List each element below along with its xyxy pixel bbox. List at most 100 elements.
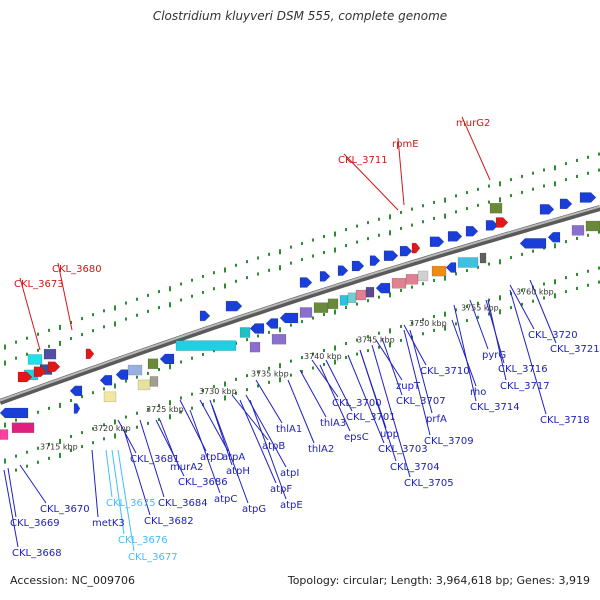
scale-label: 3750 kbp	[409, 319, 447, 328]
tick-mark	[48, 442, 50, 446]
tick-mark	[246, 388, 248, 392]
tick-mark	[290, 323, 292, 327]
tick-mark	[510, 306, 512, 310]
tick-mark	[246, 374, 248, 378]
gene-label: CKL_3682	[144, 516, 194, 527]
gene-arrow	[279, 312, 299, 324]
tick-mark	[466, 305, 468, 309]
tick-mark	[554, 243, 556, 249]
tick-mark	[521, 174, 523, 178]
tick-mark	[257, 256, 259, 260]
tick-mark	[587, 155, 589, 159]
tick-mark	[587, 233, 589, 237]
gene-arrow	[391, 278, 407, 289]
leader-line	[461, 116, 491, 181]
tick-mark	[455, 308, 457, 312]
tick-mark	[598, 152, 600, 156]
tick-mark	[521, 302, 523, 306]
gene-label: CKL_3700	[332, 398, 382, 409]
tick-mark	[444, 311, 446, 317]
gene-label: atpA	[222, 452, 245, 463]
gene-label: atpF	[270, 484, 292, 495]
gene-label: CKL_3716	[498, 364, 548, 375]
tick-mark	[37, 332, 39, 336]
tick-mark	[598, 168, 600, 172]
tick-mark	[191, 356, 193, 360]
tick-mark	[334, 247, 336, 253]
tick-mark	[510, 194, 512, 198]
tick-mark	[4, 360, 6, 366]
leader-line	[343, 153, 399, 211]
leader-line	[211, 404, 249, 504]
tick-mark	[235, 263, 237, 267]
tick-mark	[466, 207, 468, 211]
tick-mark	[301, 320, 303, 324]
tick-mark	[543, 296, 545, 300]
tick-mark	[268, 380, 270, 384]
gene-label: CKL_3701	[346, 412, 396, 423]
tick-mark	[466, 319, 468, 323]
tick-mark	[389, 328, 391, 334]
gene-arrow	[383, 250, 399, 261]
gene-arrow	[0, 429, 9, 440]
tick-mark	[422, 282, 424, 286]
gene-arrow	[485, 220, 499, 231]
gene-label: CKL_3707	[396, 396, 446, 407]
tick-mark	[334, 309, 336, 315]
scale-label: 3730 kbp	[199, 387, 237, 396]
tick-mark	[367, 299, 369, 303]
gene-arrow	[579, 192, 597, 203]
gene-label: CKL_3680	[52, 264, 102, 275]
gene-arrow	[559, 198, 573, 210]
gene-arrow	[265, 318, 279, 329]
leader-line	[139, 419, 165, 498]
label-layer: 3715 kbp 3720 kbp 3725 kbp 3730 kbp 3735 kbp…	[10, 118, 600, 563]
tick-mark	[279, 249, 281, 255]
gene-arrow	[85, 348, 95, 360]
tick-mark	[323, 313, 325, 317]
tick-mark	[147, 421, 149, 425]
gene-arrow	[271, 333, 287, 345]
tick-mark	[455, 210, 457, 214]
gene-arrow	[147, 358, 159, 370]
leader-line	[3, 469, 19, 548]
tick-mark	[202, 352, 204, 356]
tick-mark	[411, 321, 413, 325]
tick-mark	[576, 236, 578, 240]
scale-label: 3755 kbp	[461, 304, 499, 313]
tick-mark	[499, 181, 501, 187]
leader-line	[209, 399, 233, 466]
tick-mark	[213, 349, 215, 353]
tick-mark	[48, 328, 50, 332]
gene-label: CKL_3673	[14, 279, 64, 290]
gene-arrow	[159, 353, 175, 365]
tick-mark	[224, 267, 226, 273]
tick-mark	[136, 411, 138, 415]
tick-mark	[37, 348, 39, 352]
tick-mark	[37, 460, 39, 464]
tick-mark	[26, 450, 28, 454]
gene-arrow	[43, 348, 57, 360]
tick-mark	[15, 468, 17, 472]
tick-mark	[147, 309, 149, 313]
tick-mark	[521, 190, 523, 194]
genome-backbone	[0, 205, 600, 405]
leader-line	[159, 419, 177, 462]
tick-mark	[15, 454, 17, 458]
tick-mark	[279, 265, 281, 271]
tick-mark	[180, 396, 182, 400]
gene-label: atpD	[200, 452, 224, 463]
scale-label: 3720 kbp	[93, 424, 131, 433]
tick-mark	[37, 410, 39, 414]
tick-mark	[4, 344, 6, 350]
tick-mark	[488, 200, 490, 204]
tick-mark	[312, 366, 314, 370]
tick-mark	[103, 325, 105, 329]
leader-line	[299, 369, 327, 418]
tick-mark	[70, 321, 72, 325]
tick-mark	[147, 293, 149, 297]
tick-mark	[15, 418, 17, 422]
gene-arrow	[539, 204, 555, 215]
leader-line	[19, 464, 47, 504]
